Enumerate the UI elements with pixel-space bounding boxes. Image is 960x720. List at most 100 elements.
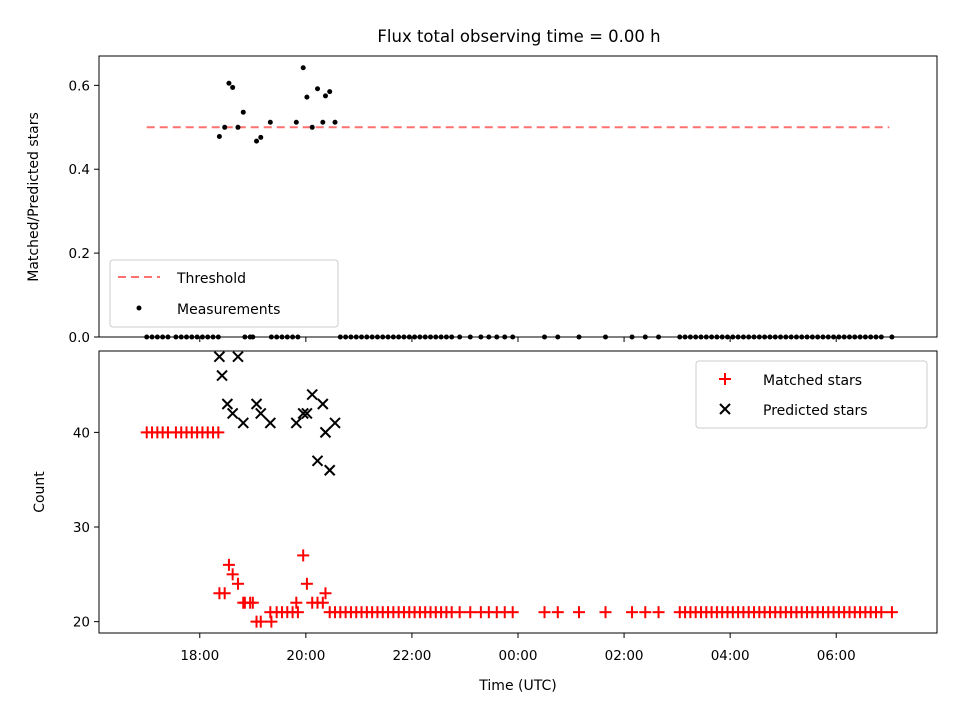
predicted-star-marker-b bbox=[301, 407, 313, 420]
ratio-y-tick-label: 0.0 bbox=[69, 330, 90, 346]
measurement-point bbox=[315, 86, 321, 92]
predicted-legend-label: Predicted stars bbox=[763, 403, 868, 419]
count-x-tick-label: 22:00 bbox=[392, 648, 431, 664]
predicted-star-marker bbox=[237, 417, 249, 429]
measurement-point bbox=[320, 119, 326, 125]
count-panel: 20 30 40 18:00 20:00 22:00 00:00 02:00 04:00 06:… bbox=[32, 350, 938, 694]
count-x-tick-label: 18:00 bbox=[180, 648, 219, 664]
predicted-star-marker bbox=[306, 388, 318, 401]
count-legend-box bbox=[695, 360, 928, 429]
measurement-point bbox=[300, 65, 306, 71]
count-y-ticks: 20 30 40 bbox=[73, 425, 99, 631]
measurement-point bbox=[332, 119, 338, 125]
predicted-star-marker bbox=[317, 398, 329, 410]
matched-star-marker bbox=[464, 606, 477, 619]
matched-star-marker bbox=[218, 587, 231, 600]
predicted-star-marker-b bbox=[255, 407, 267, 420]
ratio-y-tick-label: 0.6 bbox=[69, 78, 90, 94]
matched-star-marker bbox=[875, 606, 888, 619]
predicted-star-marker-b bbox=[297, 407, 309, 420]
matched-star-marker bbox=[551, 606, 564, 619]
matched-star-marker bbox=[626, 606, 639, 619]
matched-legend-swatch bbox=[719, 373, 731, 385]
measurement-point bbox=[309, 124, 315, 130]
ratio-y-tick-label: 0.4 bbox=[69, 162, 90, 178]
matched-star-marker bbox=[254, 615, 267, 628]
threshold-legend-label: Threshold bbox=[176, 271, 246, 287]
measurement-point bbox=[230, 84, 236, 90]
predicted-star-marker-b bbox=[290, 417, 303, 429]
ratio-legend: Threshold Measurements bbox=[109, 259, 339, 328]
matched-star-marker bbox=[453, 606, 466, 619]
predicted-star-marker bbox=[319, 426, 332, 439]
matched-star-marker bbox=[572, 606, 585, 619]
measurement-point bbox=[235, 124, 241, 130]
count-x-tick-label: 06:00 bbox=[817, 648, 856, 664]
measurement-point bbox=[216, 134, 222, 140]
figure-title: Flux total observing time = 0.00 h bbox=[377, 27, 660, 46]
predicted-star-marker bbox=[324, 464, 336, 476]
measurement-point bbox=[222, 124, 228, 130]
measurements-legend-swatch bbox=[136, 305, 142, 311]
count-y-axis-label: Count bbox=[32, 471, 48, 513]
predicted-star-marker-b bbox=[329, 417, 341, 429]
predicted-star-marker-b bbox=[311, 455, 324, 467]
ratio-y-axis-label: Matched/Predicted stars bbox=[26, 112, 42, 282]
measurement-point bbox=[226, 80, 232, 86]
predicted-star-marker bbox=[301, 407, 313, 420]
ratio-legend-box bbox=[109, 259, 339, 328]
predicted-star-marker-b bbox=[213, 350, 226, 363]
predicted-star-marker-b bbox=[226, 407, 239, 420]
predicted-star-marker-b bbox=[319, 426, 332, 439]
ratio-x-ticks bbox=[199, 337, 837, 342]
count-y-tick-label: 30 bbox=[73, 520, 90, 536]
predicted-star-marker bbox=[290, 417, 303, 429]
predicted-star-marker-b bbox=[306, 388, 318, 401]
count-y-tick-label: 20 bbox=[73, 615, 90, 631]
count-legend: Matched stars Predicted stars bbox=[695, 360, 928, 429]
ratio-y-ticks: 0.0 0.2 0.4 0.6 bbox=[69, 78, 99, 346]
predicted-star-marker bbox=[213, 350, 226, 363]
predicted-star-marker bbox=[297, 407, 309, 420]
predicted-star-marker-b bbox=[250, 398, 263, 410]
measurement-point bbox=[322, 93, 328, 99]
matched-star-marker bbox=[226, 568, 239, 581]
ratio-panel: 0.0 0.2 0.4 0.6 Matched/Predicted stars Thr… bbox=[26, 55, 938, 346]
matched-star-marker bbox=[316, 596, 329, 609]
predicted-star-marker bbox=[311, 455, 324, 467]
predicted-star-marker-b bbox=[216, 369, 228, 382]
predicted-star-marker-b bbox=[317, 398, 329, 410]
matched-star-marker bbox=[319, 587, 332, 600]
predicted-star-marker bbox=[250, 398, 263, 410]
measurement-point bbox=[240, 109, 246, 115]
predicted-star-marker bbox=[232, 350, 244, 363]
measurement-point bbox=[254, 138, 260, 144]
count-marks bbox=[140, 350, 898, 628]
measurements-legend-label: Measurements bbox=[177, 302, 280, 318]
matched-star-marker bbox=[639, 606, 652, 619]
count-x-tick-label: 00:00 bbox=[499, 648, 538, 664]
measurement-point bbox=[258, 134, 264, 140]
count-x-axis-label: Time (UTC) bbox=[478, 678, 556, 694]
matched-star-marker bbox=[231, 577, 244, 590]
measurement-point bbox=[327, 89, 333, 95]
predicted-legend-swatch bbox=[719, 403, 731, 415]
count-x-tick-label: 02:00 bbox=[605, 648, 644, 664]
predicted-star-marker-b bbox=[232, 350, 244, 363]
predicted-star-marker bbox=[255, 407, 267, 420]
count-x-ticks: 18:00 20:00 22:00 00:00 02:00 04:00 06:00 bbox=[180, 633, 856, 664]
matched-legend-label: Matched stars bbox=[763, 373, 862, 389]
ratio-y-tick-label: 0.2 bbox=[69, 246, 90, 262]
predicted-star-marker-b bbox=[324, 464, 336, 476]
matched-star-marker bbox=[265, 615, 278, 628]
predicted-star-marker bbox=[216, 369, 228, 382]
matched-star-marker bbox=[246, 596, 259, 609]
matched-star-marker bbox=[291, 606, 304, 619]
matched-star-marker bbox=[599, 606, 612, 619]
measurement-point bbox=[293, 119, 299, 125]
matched-star-marker bbox=[652, 606, 665, 619]
predicted-star-marker-b bbox=[221, 398, 234, 410]
predicted-star-marker-b bbox=[264, 417, 277, 429]
matched-star-marker bbox=[885, 606, 898, 619]
